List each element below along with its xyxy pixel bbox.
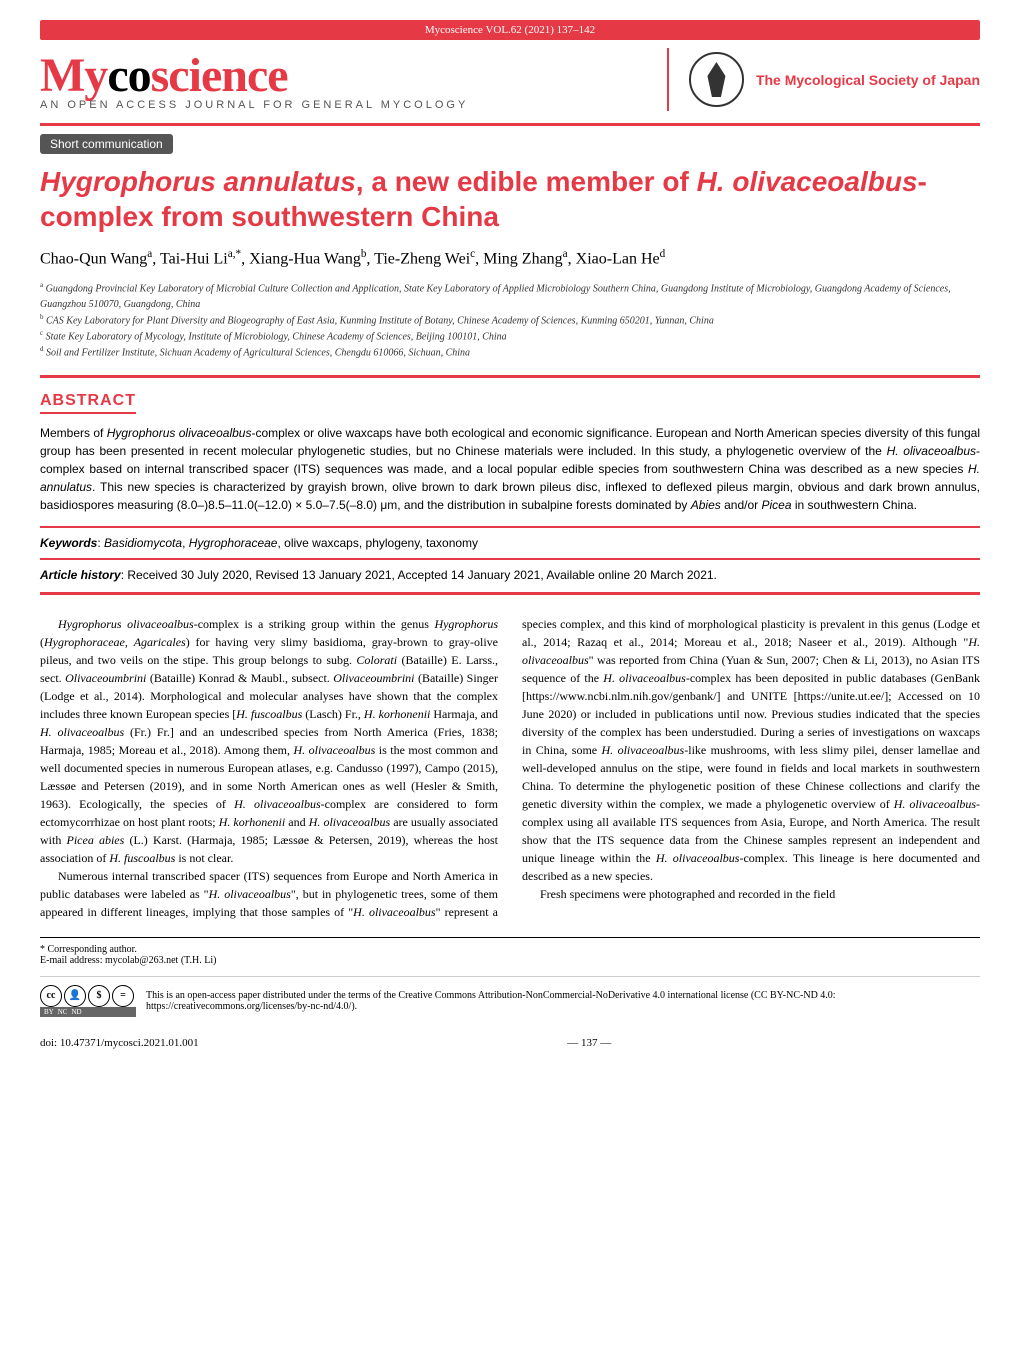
logo-part-my: My [40, 49, 107, 102]
abstract-box: Members of Hygrophorus olivaceoalbus-com… [40, 424, 980, 528]
affiliations: a Guangdong Provincial Key Laboratory of… [40, 280, 980, 360]
by-icon: 👤 [64, 985, 86, 1007]
corresponding-section: * Corresponding author. E-mail address: … [40, 937, 980, 966]
authors-list: Chao-Qun Wanga, Tai-Hui Lia,*, Xiang-Hua… [40, 248, 980, 268]
body-paragraph-1: Hygrophorus olivaceoalbus-complex is a s… [40, 615, 498, 867]
logo-part-co: co [107, 49, 150, 102]
divider [40, 375, 980, 378]
journal-header-bar: Mycoscience VOL.62 (2021) 137–142 [40, 20, 980, 40]
abstract-label: ABSTRACT [40, 392, 136, 414]
corresponding-email: E-mail address: mycolab@263.net (T.H. Li… [40, 955, 980, 966]
page-footer: doi: 10.47371/mycosci.2021.01.001 — 137 … [40, 1037, 980, 1049]
society-block: The Mycological Society of Japan [669, 52, 980, 107]
affiliation-d: d Soil and Fertilizer Institute, Sichuan… [40, 344, 980, 360]
cc-icon: cc [40, 985, 62, 1007]
abstract-text: Members of Hygrophorus olivaceoalbus-com… [40, 424, 980, 514]
page-number: — 137 — [567, 1037, 611, 1049]
article-history: Article history: Received 30 July 2020, … [40, 568, 980, 595]
journal-logo: Mycoscience An open access journal for g… [40, 48, 669, 111]
affiliation-b: b CAS Key Laboratory for Plant Diversity… [40, 312, 980, 328]
history-text: : Received 30 July 2020, Revised 13 Janu… [121, 568, 717, 582]
cc-badge-group: cc 👤 $ = BYNCND [40, 985, 136, 1017]
society-name: The Mycological Society of Japan [756, 72, 980, 88]
title-species-1: Hygrophorus annulatus [40, 166, 356, 197]
journal-title: Mycoscience [40, 48, 647, 103]
body-paragraph-3: Fresh specimens were photographed and re… [522, 885, 980, 903]
corresponding-label: * Corresponding author. [40, 944, 980, 955]
affiliation-c: c State Key Laboratory of Mycology, Inst… [40, 328, 980, 344]
society-logo-icon [689, 52, 744, 107]
logo-row: Mycoscience An open access journal for g… [40, 48, 980, 126]
doi: doi: 10.47371/mycosci.2021.01.001 [40, 1037, 199, 1049]
nc-icon: $ [88, 985, 110, 1007]
license-row: cc 👤 $ = BYNCND This is an open-access p… [40, 976, 980, 1017]
license-text: This is an open-access paper distributed… [146, 990, 980, 1012]
history-label: Article history [40, 568, 121, 582]
corresponding-author: * Corresponding author. E-mail address: … [40, 944, 980, 966]
article-title: Hygrophorus annulatus, a new edible memb… [40, 164, 980, 234]
logo-part-science: science [151, 49, 288, 102]
nd-icon: = [112, 985, 134, 1007]
keywords-row: Keywords: Basidiomycota, Hygrophoraceae,… [40, 536, 980, 560]
keywords-label: Keywords [40, 536, 97, 550]
journal-subtitle: An open access journal for general mycol… [40, 99, 647, 111]
keywords-text: : Basidiomycota, Hygrophoraceae, olive w… [97, 536, 478, 550]
title-part-2: , a new edible member of [356, 166, 697, 197]
title-species-2: H. olivaceoalbus [697, 166, 918, 197]
article-type-badge: Short communication [40, 134, 173, 154]
cc-strip: BYNCND [40, 1007, 136, 1017]
body-text: Hygrophorus olivaceoalbus-complex is a s… [40, 615, 980, 921]
affiliation-a: a Guangdong Provincial Key Laboratory of… [40, 280, 980, 311]
